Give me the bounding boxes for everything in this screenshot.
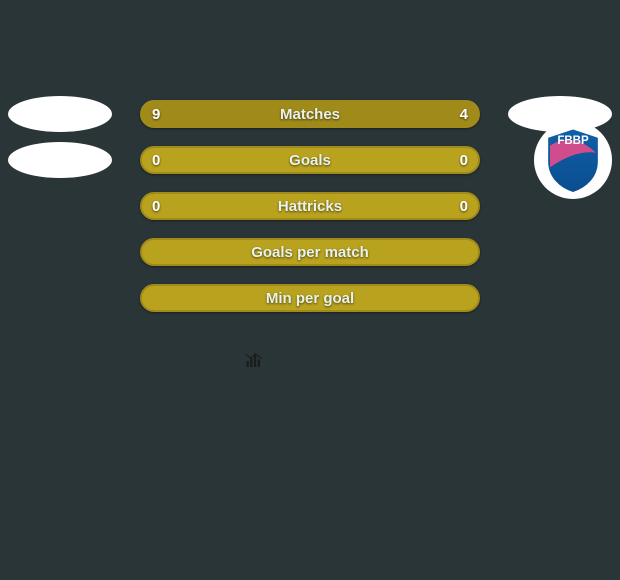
comparison-stage: 9 Matches 4 0 Goals 0: [0, 91, 620, 321]
stat-row: Goals per match: [0, 229, 620, 275]
stat-label: Goals per match: [142, 240, 478, 264]
stat-row: 9 Matches 4: [0, 91, 620, 137]
stat-row: Min per goal: [0, 275, 620, 321]
stat-row: 0 Goals 0 FBBP: [0, 137, 620, 183]
stat-bar: 0 Hattricks 0: [140, 192, 480, 220]
stat-label: Matches: [142, 102, 478, 126]
stat-value-right: 0: [460, 148, 468, 172]
left-badge-ellipse: [8, 96, 112, 132]
stat-bar: 9 Matches 4: [140, 100, 480, 128]
stat-label: Hattricks: [142, 194, 478, 218]
left-badge-ellipse: [8, 142, 112, 178]
stat-value-right: 0: [460, 194, 468, 218]
logo-text: FBBP: [557, 135, 589, 147]
stat-row: 0 Hattricks 0: [0, 183, 620, 229]
stat-value-right: 4: [460, 102, 468, 126]
stat-label: Min per goal: [142, 286, 478, 310]
stat-bar: Min per goal: [140, 284, 480, 312]
stat-bar: Goals per match: [140, 238, 480, 266]
stat-bar: 0 Goals 0: [140, 146, 480, 174]
bar-chart-icon: [244, 352, 264, 370]
stat-label: Goals: [142, 148, 478, 172]
